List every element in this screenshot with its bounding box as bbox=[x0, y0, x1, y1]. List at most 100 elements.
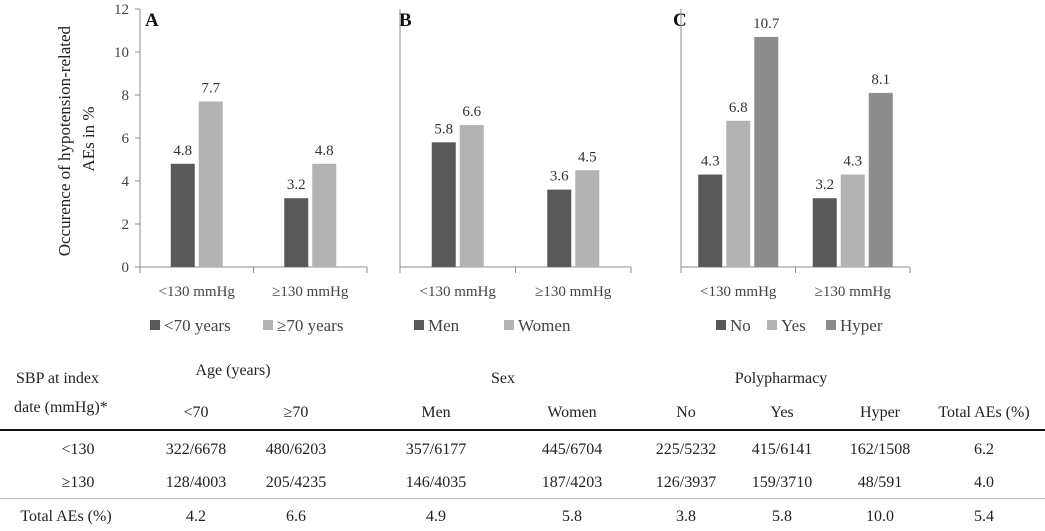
panel-letter-b: B bbox=[399, 10, 412, 31]
bar bbox=[284, 198, 309, 267]
legend-swatch bbox=[716, 320, 726, 330]
header-sbp-line1: SBP at index bbox=[16, 370, 99, 387]
row-total: 6.2 bbox=[974, 441, 994, 458]
data-label: 3.6 bbox=[550, 169, 569, 185]
bar bbox=[459, 125, 484, 267]
data-label: 7.7 bbox=[201, 80, 220, 96]
footer-total: 5.4 bbox=[974, 508, 994, 525]
footer-cell: 3.8 bbox=[676, 508, 696, 525]
header-group-polypharmacy: Polypharmacy bbox=[734, 370, 828, 387]
table-cell: 126/3937 bbox=[655, 474, 717, 491]
table-cell: 48/591 bbox=[857, 474, 903, 491]
legend-swatch bbox=[150, 320, 160, 330]
panel-letter-a: A bbox=[145, 10, 159, 31]
bar bbox=[547, 189, 572, 267]
data-label: 3.2 bbox=[287, 177, 306, 193]
data-label: 3.2 bbox=[815, 177, 834, 193]
footer-cell: 10.0 bbox=[866, 508, 894, 525]
bar bbox=[812, 198, 837, 267]
row-label: ≥130 bbox=[61, 474, 95, 491]
data-label: 6.8 bbox=[729, 100, 748, 116]
x-category-label: ≥130 mmHg bbox=[815, 284, 892, 300]
x-category-label: <130 mmHg bbox=[700, 284, 777, 300]
panel-letter-c: C bbox=[673, 10, 687, 31]
data-label: 4.5 bbox=[578, 149, 597, 165]
header-sub: Hyper bbox=[860, 404, 900, 421]
y-axis-label: Occurence of hypotension-related AEs in … bbox=[55, 22, 98, 257]
legend-swatch bbox=[826, 320, 836, 330]
x-category-label: ≥130 mmHg bbox=[535, 284, 612, 300]
footer-cell: 4.2 bbox=[186, 508, 206, 525]
y-tick-label: 4 bbox=[122, 174, 130, 190]
legend-label: No bbox=[730, 316, 751, 335]
bar bbox=[312, 163, 337, 267]
bar bbox=[840, 174, 865, 267]
legend-label: Hyper bbox=[840, 316, 883, 335]
data-label: 4.8 bbox=[315, 143, 334, 159]
row-label: <130 bbox=[61, 441, 95, 458]
header-sbp-line2: date (mmHg)* bbox=[14, 399, 108, 416]
table-cell: 415/6141 bbox=[751, 441, 813, 458]
legend-swatch bbox=[767, 320, 777, 330]
table-cell: 162/1508 bbox=[849, 441, 911, 458]
y-tick-label: 10 bbox=[114, 45, 129, 61]
bar bbox=[170, 163, 195, 267]
x-category-label: ≥130 mmHg bbox=[272, 284, 349, 300]
y-tick-label: 0 bbox=[122, 260, 130, 276]
footer-cell: 6.6 bbox=[286, 508, 306, 525]
legend-swatch bbox=[414, 320, 424, 330]
legend-label: Men bbox=[428, 316, 460, 335]
table-cell: 357/6177 bbox=[405, 441, 467, 458]
table-cell: 480/6203 bbox=[265, 441, 327, 458]
data-label: 4.8 bbox=[173, 143, 192, 159]
table-cell: 225/5232 bbox=[655, 441, 717, 458]
legend-swatch bbox=[263, 320, 273, 330]
header-sub: Yes bbox=[770, 404, 794, 421]
footer-label: Total AEs (%) bbox=[20, 508, 112, 525]
y-tick-label: 8 bbox=[122, 88, 130, 104]
data-label: 6.6 bbox=[462, 104, 481, 120]
table-cell: 159/3710 bbox=[751, 474, 813, 491]
summary-table: SBP at index date (mmHg)* Age (years) Se… bbox=[0, 358, 1045, 531]
header-group-age: Age (years) bbox=[195, 362, 271, 379]
header-total: Total AEs (%) bbox=[938, 404, 1030, 421]
header-sub: ≥70 bbox=[283, 404, 309, 421]
footer-cell: 4.9 bbox=[426, 508, 446, 525]
legend-label: <70 years bbox=[164, 316, 231, 335]
legend-label: Yes bbox=[781, 316, 806, 335]
y-tick-label: 2 bbox=[122, 217, 130, 233]
legend-swatch bbox=[504, 320, 514, 330]
y-tick-label: 6 bbox=[122, 131, 130, 147]
bar bbox=[726, 120, 751, 267]
table-rule-top bbox=[0, 429, 1045, 431]
header-group-sex: Sex bbox=[491, 370, 515, 387]
header-sub: Men bbox=[421, 404, 451, 421]
x-category-label: <130 mmHg bbox=[420, 284, 497, 300]
data-label: 4.3 bbox=[701, 154, 720, 170]
legend-label: Women bbox=[518, 316, 571, 335]
row-total: 4.0 bbox=[974, 474, 994, 491]
header-sub: <70 bbox=[183, 404, 209, 421]
bar bbox=[575, 170, 600, 267]
legend-label: ≥70 years bbox=[277, 316, 343, 335]
data-label: 5.8 bbox=[434, 121, 453, 137]
bar bbox=[868, 92, 893, 267]
bar bbox=[198, 101, 223, 267]
bar bbox=[431, 142, 456, 267]
footer-cell: 5.8 bbox=[562, 508, 582, 525]
header-sub: Women bbox=[547, 404, 597, 421]
x-category-label: <130 mmHg bbox=[159, 284, 236, 300]
data-label: 10.7 bbox=[753, 16, 780, 32]
table-cell: 128/4003 bbox=[165, 474, 227, 491]
table-cell: 205/4235 bbox=[265, 474, 327, 491]
data-label: 4.3 bbox=[843, 154, 862, 170]
table-cell: 322/6678 bbox=[165, 441, 227, 458]
table-rule-mid bbox=[0, 498, 1045, 499]
table-cell: 187/4203 bbox=[541, 474, 603, 491]
bar-charts: Occurence of hypotension-related AEs in … bbox=[55, 2, 911, 335]
y-tick-label: 12 bbox=[114, 2, 129, 18]
bar bbox=[754, 36, 779, 268]
bar bbox=[698, 174, 723, 267]
footer-cell: 5.8 bbox=[772, 508, 792, 525]
table-cell: 146/4035 bbox=[405, 474, 467, 491]
